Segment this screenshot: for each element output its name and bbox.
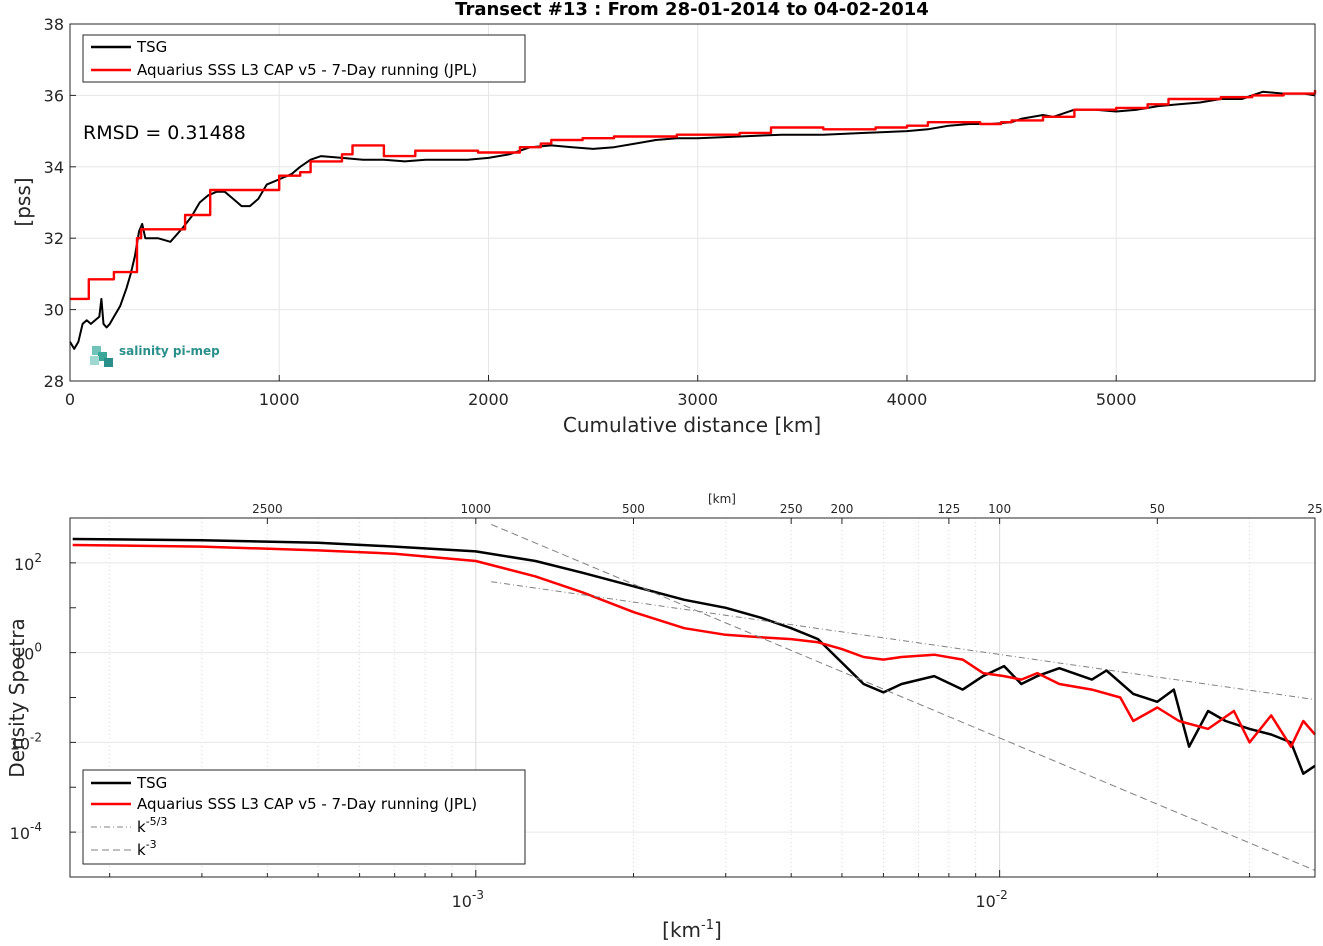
legend: TSG Aquarius SSS L3 CAP v5 - 7-Day runni… (82, 34, 526, 83)
top-tick-label: 200 (830, 502, 853, 516)
top-axis-label: [km] (708, 492, 736, 506)
x-tick-label: 10-2 (975, 888, 1007, 911)
series-line-tsg (69, 90, 1316, 350)
x-tick-label: 0 (65, 390, 75, 409)
ticks: 0 1000 2000 3000 4000 5000 28 30 32 34 36 38 (44, 15, 1137, 409)
top-tick-label: 500 (622, 502, 645, 516)
legend-box (82, 34, 526, 83)
y-axis-label: [pss] (11, 177, 35, 226)
logo-mark (92, 346, 101, 355)
legend-label-k53: k-5/3 (137, 815, 167, 836)
top-tick-label: 1000 (461, 502, 492, 516)
x-axis-label: [km-1] (662, 918, 722, 942)
x-tick-label: 5000 (1096, 390, 1137, 409)
rmsd-annotation: RMSD = 0.31488 (83, 122, 246, 144)
top-tick-label: 25 (1307, 502, 1322, 516)
top-tick-label: 50 (1150, 502, 1165, 516)
legend-label-aquarius: Aquarius SSS L3 CAP v5 - 7-Day running (… (137, 795, 477, 813)
top-tick-label: 125 (937, 502, 960, 516)
y-axis-label: Density Spectra (5, 618, 29, 777)
reference-line-k3 (491, 523, 1316, 871)
y-tick-label: 32 (44, 229, 64, 248)
logo-mark (98, 352, 107, 361)
series-group (72, 523, 1316, 871)
y-tick-label: 34 (44, 158, 64, 177)
legend-box (82, 769, 526, 865)
y-tick-label: 100 (14, 641, 42, 664)
series-line-aquarius (70, 90, 1317, 301)
salinity-pi-mep-logo: salinity pi-mep (90, 344, 220, 367)
logo-mark (104, 358, 113, 367)
logo-text: salinity pi-mep (119, 344, 220, 358)
y-tick-label: 102 (14, 551, 42, 574)
x-axis-label: Cumulative distance [km] (563, 413, 821, 437)
logo-mark (90, 356, 99, 365)
salinity-transect-plot: Transect #13 : From 28-01-2014 to 04-02-… (11, 0, 1317, 437)
x-tick-label: 1000 (259, 390, 300, 409)
axes-box (69, 23, 1316, 382)
y-tick-label: 36 (44, 86, 64, 105)
ticks: 102 100 10-2 10-4 10-3 10-2 2500 1000 500 250 200 1… (10, 502, 1323, 911)
legend-label-tsg: TSG (136, 38, 167, 56)
density-spectra-plot: 102 100 10-2 10-4 10-3 10-2 2500 1000 500 250 200 1… (5, 492, 1323, 942)
x-tick-label: 4000 (887, 390, 928, 409)
x-tick-label: 10-3 (452, 888, 484, 911)
grid (70, 518, 1316, 877)
y-tick-label: 10-4 (10, 820, 42, 843)
chart-title: Transect #13 : From 28-01-2014 to 04-02-… (455, 0, 929, 20)
series-line-tsg (72, 537, 1316, 775)
x-tick-label: 2000 (468, 390, 509, 409)
top-tick-label: 250 (780, 502, 803, 516)
legend-label-aquarius: Aquarius SSS L3 CAP v5 - 7-Day running (… (137, 61, 477, 79)
y-tick-label: 28 (44, 372, 64, 391)
legend-label-tsg: TSG (136, 774, 167, 792)
legend-label-k3: k-3 (137, 838, 157, 859)
y-tick-label: 10-2 (10, 730, 42, 753)
plot-area (70, 24, 1315, 381)
series-line-aquarius (72, 543, 1316, 748)
series-group (69, 90, 1317, 350)
x-tick-label: 3000 (677, 390, 718, 409)
y-tick-label: 38 (44, 15, 64, 34)
top-tick-label: 100 (988, 502, 1011, 516)
y-tick-label: 30 (44, 301, 64, 320)
legend: TSG Aquarius SSS L3 CAP v5 - 7-Day runni… (82, 769, 526, 865)
reference-line-k53 (491, 581, 1316, 701)
top-tick-label: 2500 (252, 502, 283, 516)
